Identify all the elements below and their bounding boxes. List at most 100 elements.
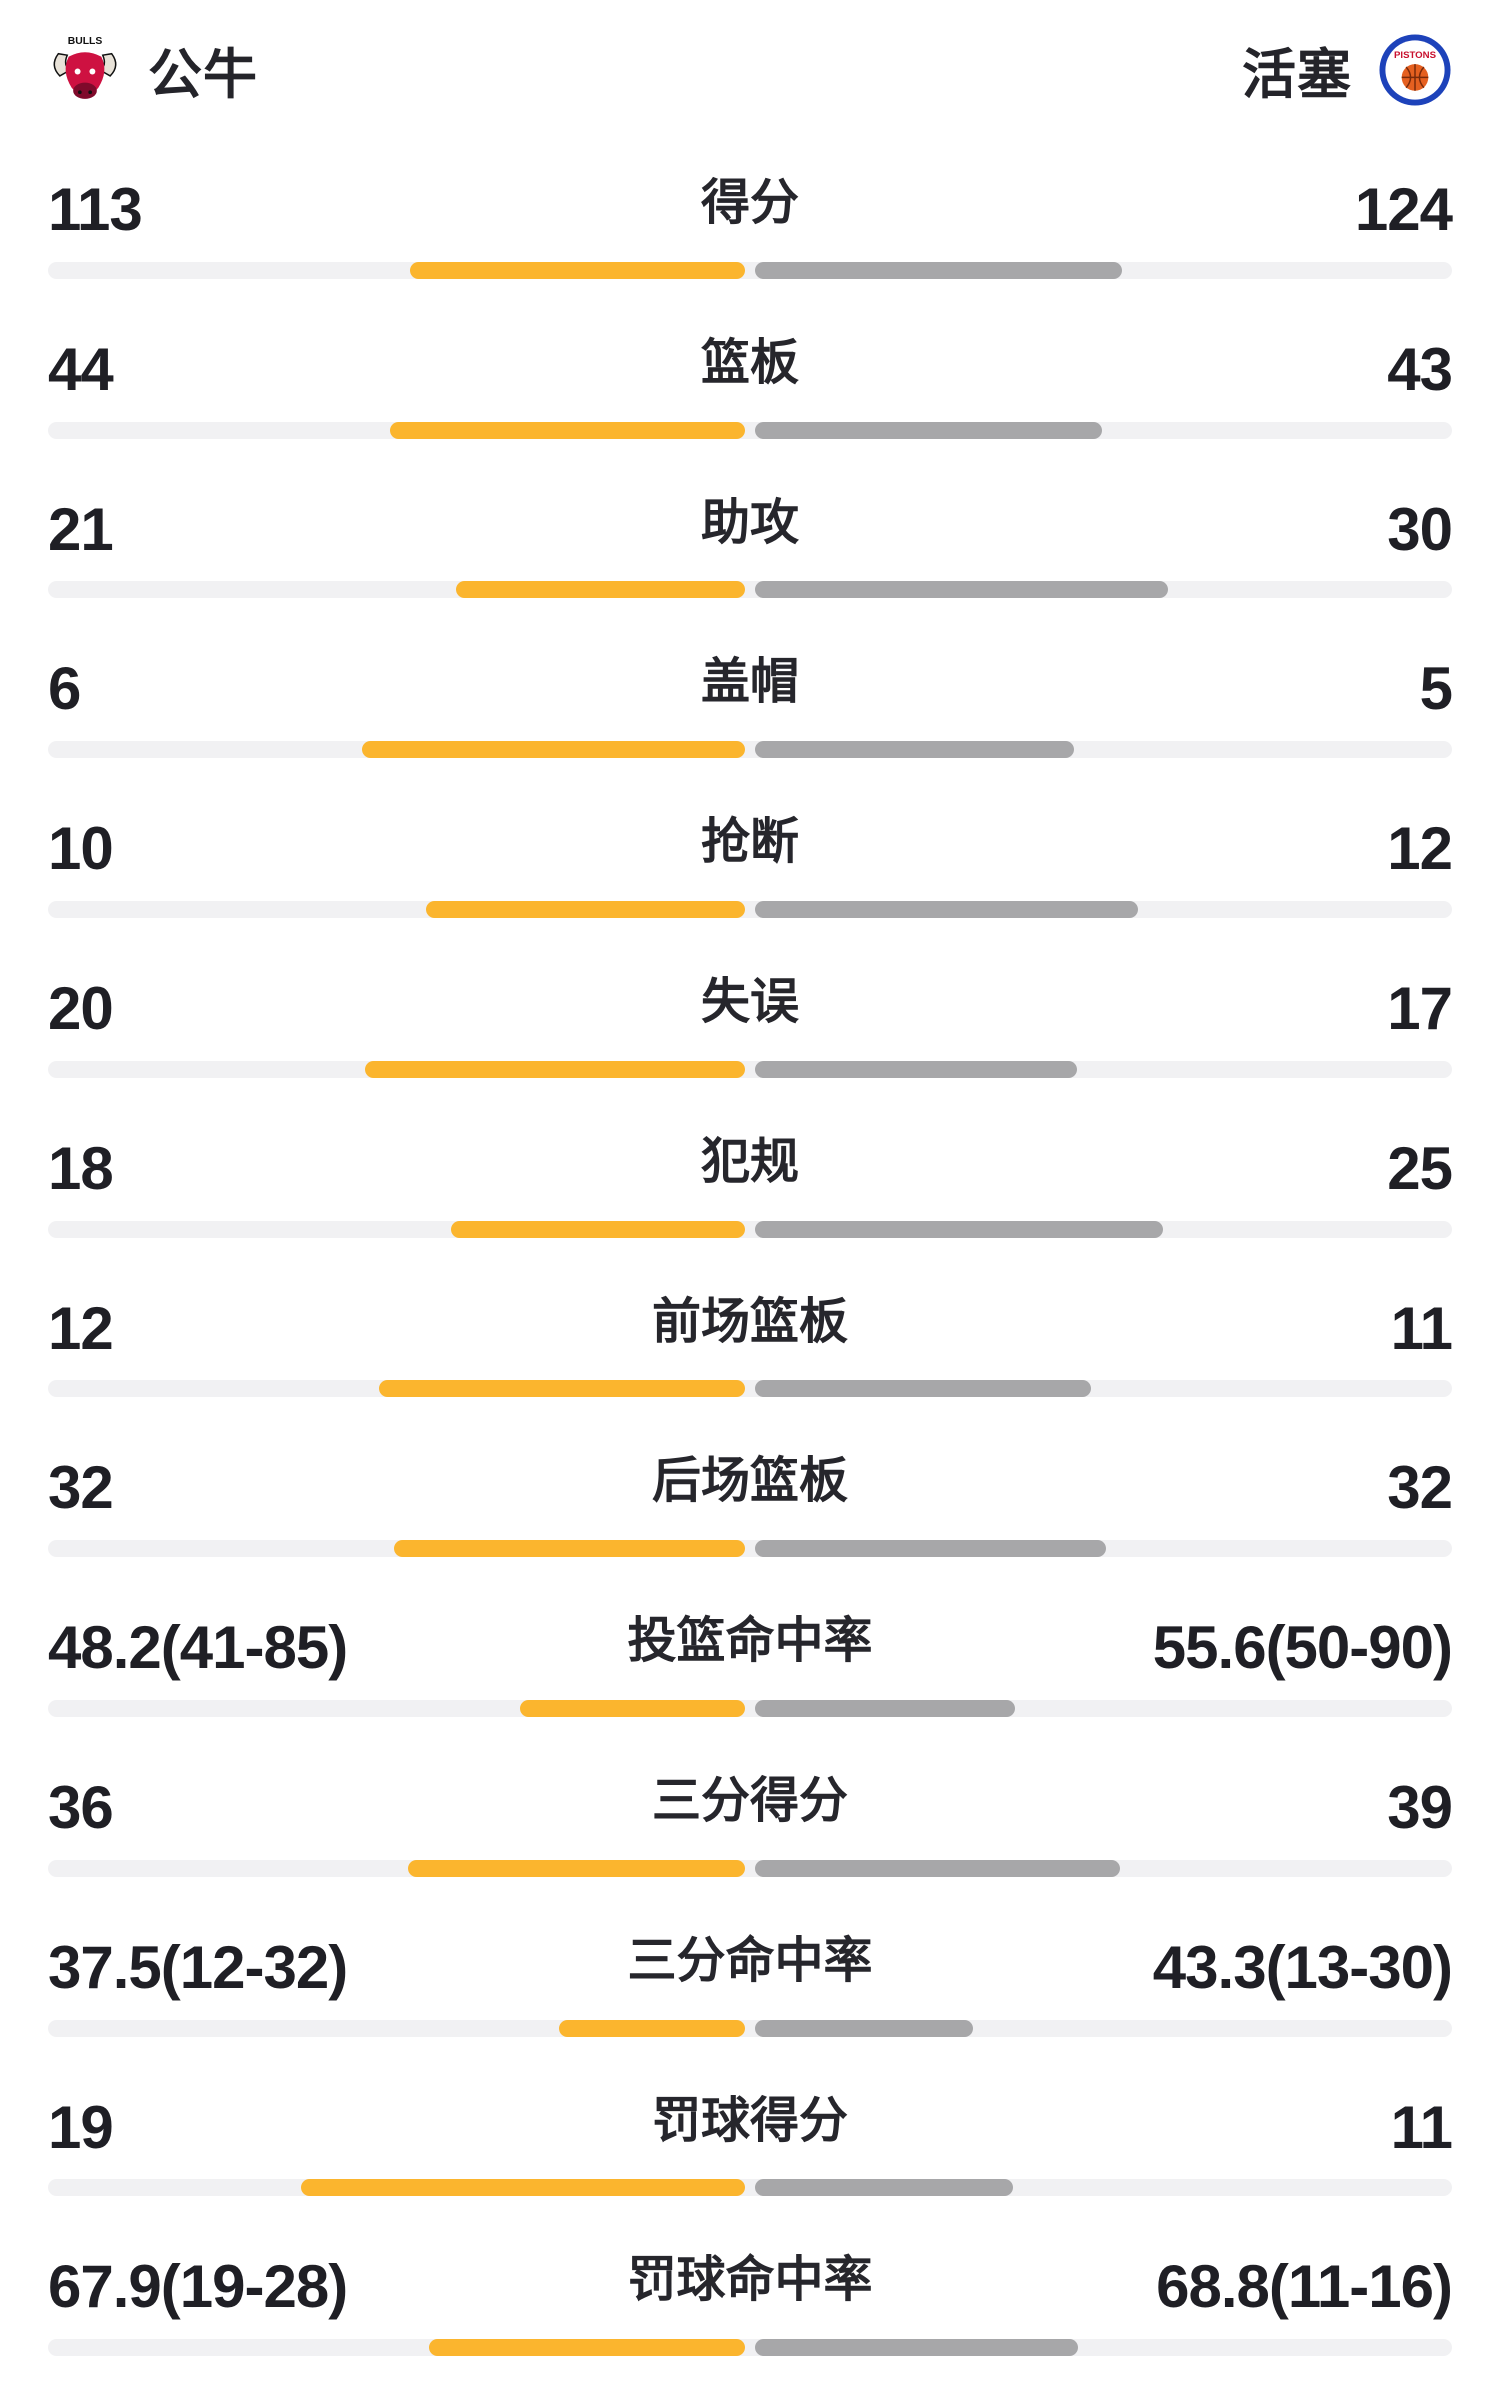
home-value: 32 [48,1454,114,1522]
away-bar-half [750,1540,1452,1558]
home-value: 36 [48,1773,114,1841]
away-bar-half [750,261,1452,279]
stat-line: 32 后场篮板 32 [48,1453,1453,1524]
stat-bar [48,1380,1452,1398]
stat-label: 后场篮板 [651,1454,849,1509]
stat-line: 37.5(12-32) 三分命中率 43.3(13-30) [48,1933,1453,2004]
home-bar-fill [520,1699,745,1717]
home-value: 113 [48,176,143,243]
away-bar-half [750,421,1452,439]
away-bar-half [750,2339,1452,2357]
away-value: 124 [1354,176,1453,243]
stat-bar [48,1699,1452,1717]
away-bar-fill [755,2339,1078,2357]
away-value: 39 [1387,1773,1453,1841]
away-bar-half [750,1060,1452,1078]
home-bar-half [48,741,750,759]
home-bar-fill [378,1380,745,1398]
home-bar-fill [455,581,745,599]
stat-bar [48,741,1452,759]
away-team-name: 活塞 [1242,45,1352,105]
away-bar-half [750,1859,1452,1877]
stat-label: 盖帽 [700,655,800,710]
stat-row: 10 抢断 12 [48,814,1453,918]
home-bar-half [48,2179,750,2197]
home-bar-half [48,421,750,439]
home-bar-half [48,581,750,599]
away-bar-fill [755,581,1168,599]
away-value: 55.6(50-90) [1152,1614,1453,1682]
away-bar-half [750,2019,1452,2037]
away-bar-half [750,741,1452,759]
away-bar-half [750,1380,1452,1398]
home-bar-fill [425,900,745,918]
away-value: 68.8(11-16) [1156,2253,1453,2321]
away-value: 12 [1387,815,1453,883]
home-value: 67.9(19-28) [48,2253,348,2321]
home-bar-fill [429,2339,745,2357]
stat-bar [48,2179,1452,2197]
away-bar-half [750,2179,1452,2197]
home-bar-fill [362,741,745,759]
stat-line: 12 前场篮板 11 [48,1294,1453,1365]
stat-row: 113 得分 124 [48,175,1453,279]
away-bar-fill [755,1540,1106,1558]
stats-list: 113 得分 124 44 篮板 43 [48,175,1453,2357]
stat-bar [48,900,1452,918]
scoreboard-header: BULLS 公牛 活塞 PISTONS [48,30,1452,109]
bulls-logo-icon: BULLS [48,33,122,107]
stat-row: 19 罚球得分 11 [48,2093,1453,2197]
away-value: 43.3(13-30) [1152,1933,1453,2001]
away-bar-fill [755,2179,1013,2197]
stat-bar [48,1540,1452,1558]
stat-row: 18 犯规 25 [48,1134,1453,1238]
stat-bar [48,421,1452,439]
stat-line: 36 三分得分 39 [48,1773,1453,1844]
stat-label: 前场篮板 [651,1294,849,1349]
stat-bar [48,2339,1452,2357]
home-bar-fill [410,261,745,279]
away-bar-fill [755,1699,1015,1717]
home-bar-half [48,1540,750,1558]
home-bar-half [48,1380,750,1398]
stat-label: 三分得分 [651,1773,849,1828]
away-value: 11 [1390,2093,1453,2161]
home-bar-half [48,2339,750,2357]
stat-label: 助攻 [700,495,800,550]
stat-bar [48,261,1452,279]
home-value: 21 [48,495,114,563]
home-bar-half [48,1220,750,1238]
home-bar-half [48,900,750,918]
pistons-logo-text: PISTONS [1394,50,1437,61]
stat-line: 113 得分 124 [48,175,1453,246]
away-value: 17 [1387,974,1453,1042]
home-value: 6 [48,655,81,723]
home-bar-fill [408,1859,745,1877]
away-bar-fill [755,1380,1091,1398]
home-value: 20 [48,974,114,1042]
away-bar-half [750,1699,1452,1717]
away-team[interactable]: 活塞 PISTONS [1242,30,1452,109]
home-bar-half [48,1060,750,1078]
away-bar-fill [755,1859,1121,1877]
stat-line: 48.2(41-85) 投篮命中率 55.6(50-90) [48,1613,1453,1684]
away-value: 32 [1387,1454,1453,1522]
stat-bar [48,2019,1452,2037]
away-bar-fill [755,1220,1163,1238]
stat-label: 三分命中率 [627,1933,873,1988]
stat-row: 21 助攻 30 [48,495,1453,599]
home-value: 10 [48,815,114,883]
away-value: 25 [1387,1134,1453,1202]
stat-bar [48,1859,1452,1877]
stat-line: 67.9(19-28) 罚球命中率 68.8(11-16) [48,2252,1453,2323]
away-bar-fill [755,1060,1078,1078]
stat-label: 篮板 [700,335,800,390]
stat-row: 48.2(41-85) 投篮命中率 55.6(50-90) [48,1613,1453,1717]
away-bar-fill [755,261,1123,279]
stat-row: 67.9(19-28) 罚球命中率 68.8(11-16) [48,2252,1453,2357]
home-team-name: 公牛 [148,45,258,105]
away-value: 11 [1390,1294,1453,1362]
stat-line: 20 失误 17 [48,974,1453,1045]
home-team[interactable]: BULLS 公牛 [48,30,258,109]
